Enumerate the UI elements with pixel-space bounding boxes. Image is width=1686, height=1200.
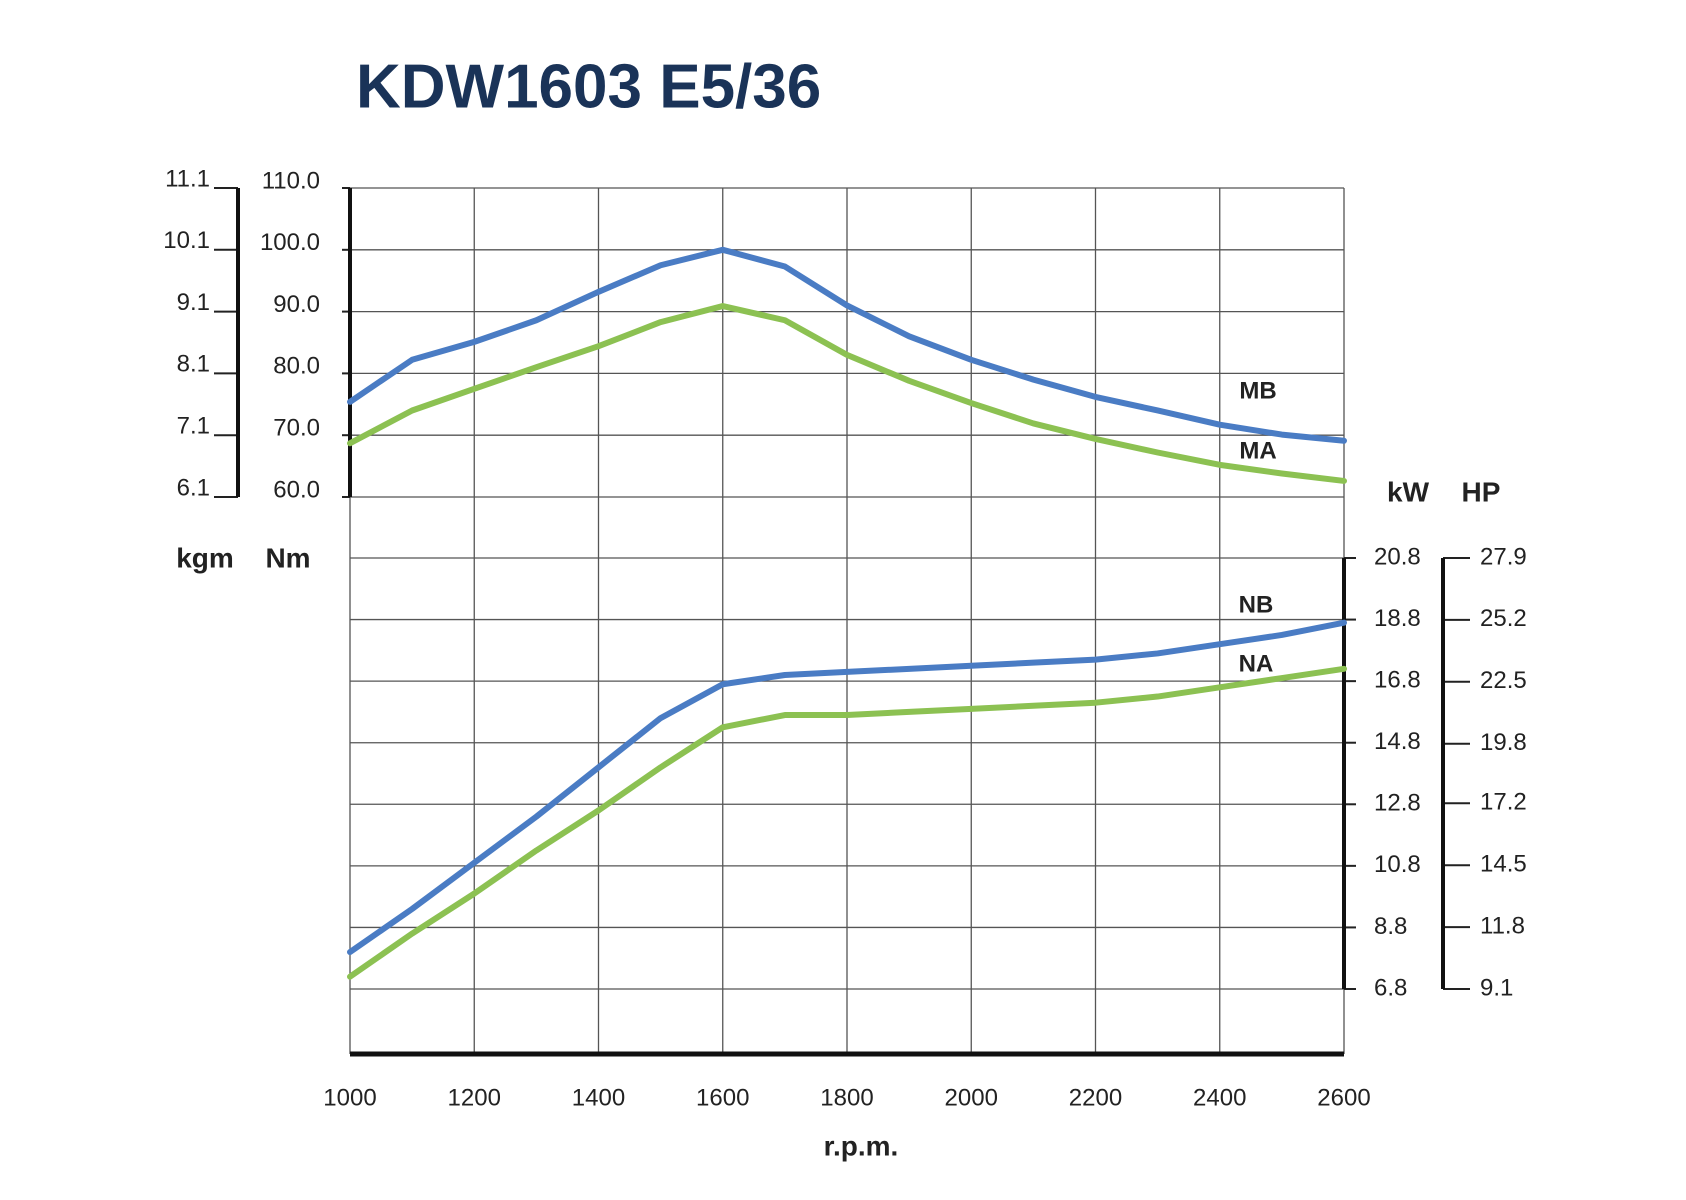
y-axis-label: Nm xyxy=(265,542,310,573)
y-tick-label: 70.0 xyxy=(273,415,320,442)
alt-y-tick-label: 8.1 xyxy=(177,351,210,378)
alt-y2-axis-label: HP xyxy=(1462,476,1501,507)
y-tick-label: 90.0 xyxy=(273,291,320,318)
series-line xyxy=(347,619,1347,956)
alt-y-tick-label: 11.1 xyxy=(165,165,210,192)
x-tick-label: 1400 xyxy=(572,1084,625,1111)
y-tick-label: 60.0 xyxy=(273,476,320,503)
y2-tick-label: 16.8 xyxy=(1374,666,1421,693)
alt-y2-tick-label: 25.2 xyxy=(1480,605,1527,632)
alt-y2-tick-label: 11.8 xyxy=(1480,912,1525,939)
series-label: MB xyxy=(1239,377,1276,404)
alt-y2-tick-label: 19.8 xyxy=(1480,729,1527,756)
y2-tick-label: 8.8 xyxy=(1374,913,1407,940)
y2-tick-label: 10.8 xyxy=(1374,851,1421,878)
y-tick-label: 110.0 xyxy=(262,167,320,194)
series-line xyxy=(347,303,1347,484)
alt-y-tick-label: 10.1 xyxy=(163,227,210,254)
alt-y2-tick-label: 22.5 xyxy=(1480,667,1527,694)
alt-y-axis-label: kgm xyxy=(176,542,234,573)
x-tick-label: 2400 xyxy=(1193,1084,1246,1111)
series-label: NA xyxy=(1239,650,1274,677)
alt-y2-tick-label: 9.1 xyxy=(1480,974,1513,1001)
alt-y2-tick-label: 17.2 xyxy=(1480,789,1527,816)
x-tick-label: 1800 xyxy=(820,1084,873,1111)
y2-axis-label: kW xyxy=(1387,476,1430,507)
x-axis-label: r.p.m. xyxy=(824,1130,899,1161)
alt-y-tick-label: 6.1 xyxy=(177,474,210,501)
y2-tick-label: 20.8 xyxy=(1374,543,1421,570)
y2-tick-label: 18.8 xyxy=(1374,605,1421,632)
y2-tick-label: 12.8 xyxy=(1374,790,1421,817)
series-line xyxy=(347,665,1347,980)
alt-y2-tick-label: 27.9 xyxy=(1480,543,1527,570)
series-line xyxy=(347,246,1347,444)
y2-tick-label: 14.8 xyxy=(1374,728,1421,755)
x-tick-label: 2600 xyxy=(1317,1084,1370,1111)
series-label: NB xyxy=(1239,591,1274,618)
y-tick-label: 100.0 xyxy=(260,229,320,256)
series-label: MA xyxy=(1239,437,1276,464)
y-tick-label: 80.0 xyxy=(273,353,320,380)
alt-y2-tick-label: 14.5 xyxy=(1480,851,1527,878)
alt-y-tick-label: 7.1 xyxy=(177,413,210,440)
x-tick-label: 1600 xyxy=(696,1084,749,1111)
y2-tick-label: 6.8 xyxy=(1374,974,1407,1001)
x-tick-label: 1200 xyxy=(448,1084,501,1111)
x-tick-label: 1000 xyxy=(323,1084,376,1111)
x-tick-label: 2000 xyxy=(945,1084,998,1111)
chart-title: KDW1603 E5/36 xyxy=(356,52,821,121)
alt-y-tick-label: 9.1 xyxy=(177,289,210,316)
x-tick-label: 2200 xyxy=(1069,1084,1122,1111)
